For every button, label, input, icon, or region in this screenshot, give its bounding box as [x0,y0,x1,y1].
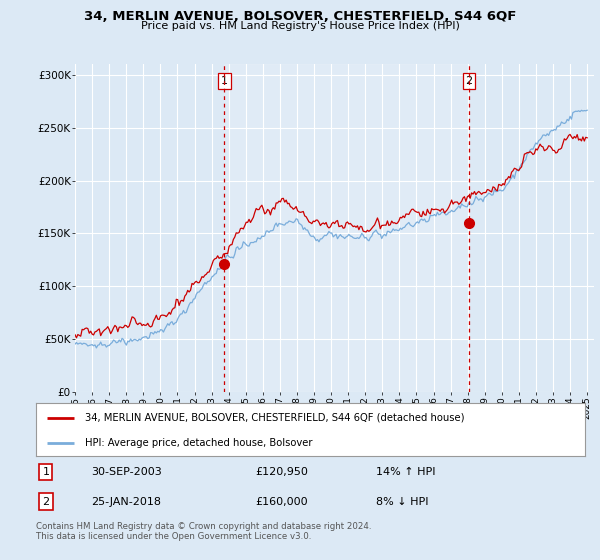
Text: 34, MERLIN AVENUE, BOLSOVER, CHESTERFIELD, S44 6QF: 34, MERLIN AVENUE, BOLSOVER, CHESTERFIEL… [84,10,516,23]
Text: 14% ↑ HPI: 14% ↑ HPI [376,467,436,477]
Text: Contains HM Land Registry data © Crown copyright and database right 2024.
This d: Contains HM Land Registry data © Crown c… [36,522,371,542]
Text: 25-JAN-2018: 25-JAN-2018 [91,497,161,507]
Bar [224,64,469,392]
Text: 2: 2 [43,497,49,507]
Text: 8% ↓ HPI: 8% ↓ HPI [376,497,429,507]
Text: 34, MERLIN AVENUE, BOLSOVER, CHESTERFIELD, S44 6QF (detached house): 34, MERLIN AVENUE, BOLSOVER, CHESTERFIEL… [85,413,465,423]
Text: HPI: Average price, detached house, Bolsover: HPI: Average price, detached house, Bols… [85,438,313,448]
Text: Price paid vs. HM Land Registry's House Price Index (HPI): Price paid vs. HM Land Registry's House … [140,21,460,31]
Text: 30-SEP-2003: 30-SEP-2003 [91,467,161,477]
Text: 2: 2 [465,76,472,86]
Text: 1: 1 [43,467,49,477]
Text: 1: 1 [221,76,228,86]
Text: £120,950: £120,950 [256,467,308,477]
Text: £160,000: £160,000 [256,497,308,507]
